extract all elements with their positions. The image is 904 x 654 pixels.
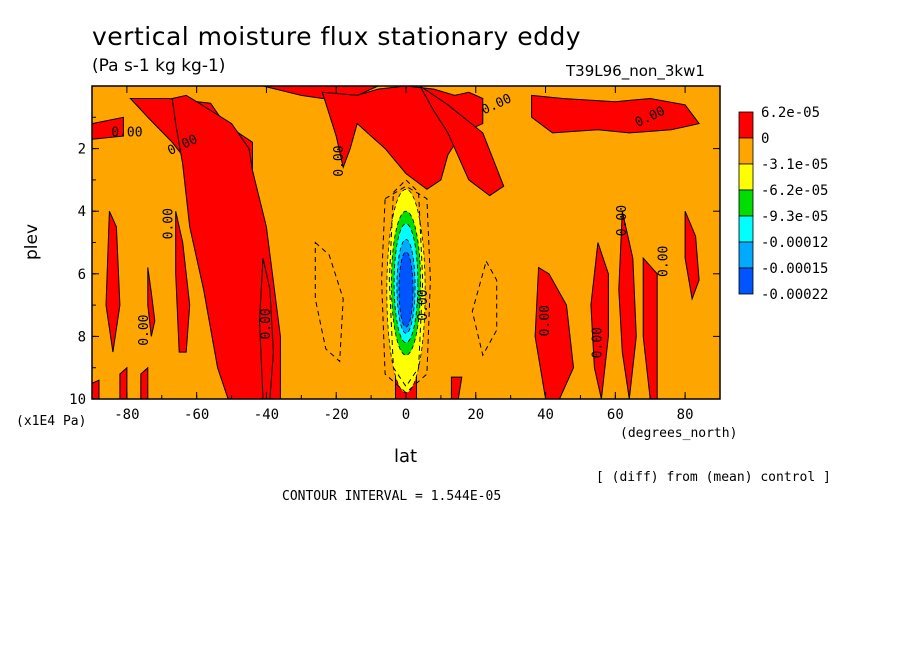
colorbar-label: 0 — [761, 131, 769, 147]
y-tick-label: 4 — [78, 204, 86, 220]
colorbar: 6.2e-05 0 -3.1e-05 -6.2e-05 -9.3e-05 -0.00012… — [738, 105, 828, 303]
colorbar-label: -9.3e-05 — [761, 209, 828, 225]
colorbar-label: -3.1e-05 — [761, 157, 828, 173]
diff-note: [ (diff) from (mean) control ] — [596, 470, 831, 485]
positive-region — [534, 266, 575, 399]
colorbar-swatch — [738, 111, 754, 139]
x-tick-label: 40 — [537, 407, 554, 423]
positive-region — [140, 366, 149, 399]
contour-label: 0.00 — [657, 246, 672, 277]
positive-region — [590, 242, 609, 399]
chart-title: vertical moisture flux stationary eddy — [92, 22, 582, 51]
colorbar-swatch — [738, 241, 754, 269]
positive-region — [171, 94, 281, 399]
colorbar-label: -0.00012 — [761, 235, 828, 251]
x-tick-label: -80 — [114, 407, 139, 423]
positive-region — [119, 366, 128, 399]
x-tick-label: 80 — [677, 407, 694, 423]
positive-region — [642, 256, 658, 399]
x-tick-label: 60 — [607, 407, 624, 423]
negative-contour — [381, 185, 431, 394]
colorbar-label: 6.2e-05 — [761, 105, 820, 121]
positive-region — [147, 267, 156, 337]
positive-region — [419, 86, 505, 197]
x-tick-label: -20 — [324, 407, 349, 423]
negative-contour — [388, 179, 424, 388]
x-tick-label: 20 — [467, 407, 484, 423]
contour-label: 0.00 — [615, 205, 630, 236]
x-tick-label: -60 — [184, 407, 209, 423]
colorbar-swatch — [738, 189, 754, 217]
colorbar-label: -0.00022 — [761, 287, 828, 303]
negative-contour — [471, 259, 498, 357]
y-tick-label: 2 — [78, 142, 86, 158]
negative-contour — [314, 241, 344, 363]
positive-region — [175, 211, 191, 353]
contour-label: 0.00 — [161, 208, 176, 239]
negative-core-level — [398, 251, 414, 328]
y-axis-units: (x1E4 Pa) — [16, 414, 87, 429]
y-tick-label: 8 — [78, 329, 86, 345]
positive-region — [684, 211, 700, 301]
contour-label: 0.00 — [111, 125, 142, 140]
contour-label: 0.00 — [259, 308, 274, 339]
x-axis-label: lat — [394, 446, 418, 467]
contour-interval: CONTOUR INTERVAL = 1.544E-05 — [282, 489, 502, 504]
positive-region — [258, 257, 274, 399]
positive-region — [92, 116, 124, 140]
colorbar-swatch — [738, 163, 754, 191]
positive-region — [92, 379, 100, 399]
x-axis-units: (degrees_north) — [620, 426, 738, 441]
colorbar-label: -6.2e-05 — [761, 183, 828, 199]
positive-region — [618, 211, 637, 399]
positive-region — [105, 210, 121, 353]
colorbar-swatch — [738, 137, 754, 165]
experiment-name: T39L96_non_3kw1 — [566, 62, 705, 80]
x-tick-label: 0 — [402, 407, 410, 423]
contour-label: 0.00 — [590, 327, 605, 358]
contour-label: 0.00 — [332, 145, 347, 176]
y-tick-label: 6 — [78, 267, 86, 283]
chart-units: (Pa s-1 kg kg-1) — [92, 56, 226, 76]
positive-region — [531, 94, 700, 134]
colorbar-swatch — [738, 215, 754, 243]
contour-label: 0.00 — [538, 305, 553, 336]
y-tick-label: 10 — [69, 392, 86, 408]
positive-region — [450, 376, 463, 399]
x-tick-label: -40 — [254, 407, 279, 423]
colorbar-swatch — [738, 267, 754, 295]
colorbar-label: -0.00015 — [761, 261, 828, 277]
contour-label: 0.00 — [137, 314, 152, 345]
axes: -80 -60 -40 -20 0 20 40 60 80 2 4 6 8 10 — [69, 86, 721, 423]
contour-label: 0.00 — [416, 289, 431, 320]
plot-field: 0.00 0.00 0.00 0.00 0.00 0.00 0.00 0.00 0.00 0.00… — [92, 86, 720, 399]
